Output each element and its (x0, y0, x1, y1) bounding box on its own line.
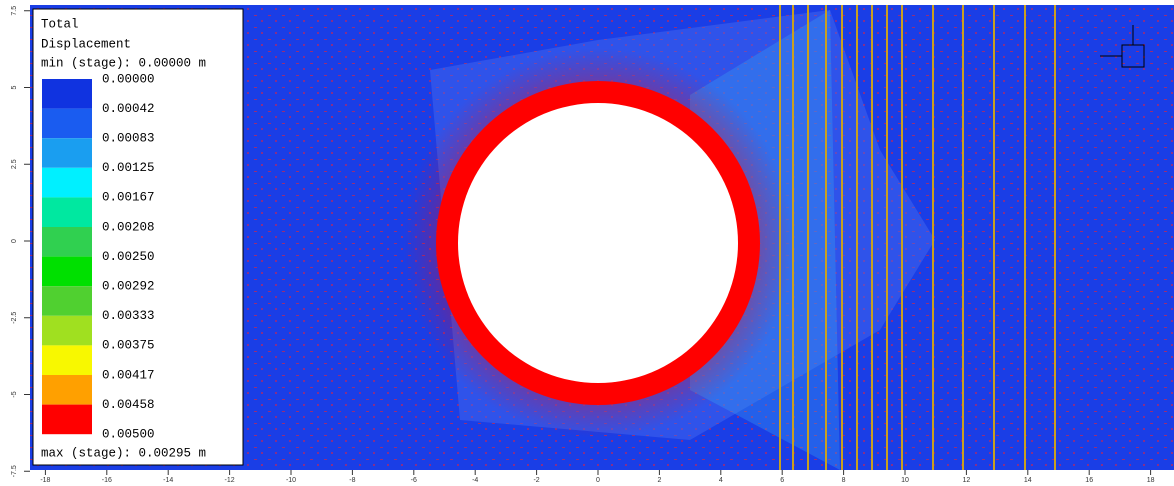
y-tick-label: 5 (11, 85, 18, 89)
legend-swatch (42, 168, 92, 198)
x-tick-label: -18 (40, 477, 50, 484)
x-tick-label: 12 (963, 477, 971, 484)
x-tick-label: -8 (349, 477, 355, 484)
legend-label: 0.00333 (102, 309, 155, 323)
legend-swatch (42, 227, 92, 257)
x-tick-label: -4 (472, 477, 478, 484)
legend-swatch (42, 138, 92, 168)
legend-max: max (stage): 0.00295 m (41, 446, 206, 460)
legend-label: 0.00375 (102, 339, 155, 353)
legend-title: Total (41, 17, 79, 31)
legend-label: 0.00458 (102, 398, 155, 412)
legend-label: 0.00042 (102, 102, 155, 116)
x-tick-label: -16 (102, 477, 112, 484)
model-view: -18 -16 -14 -12 -10 -8 -6 -4 -2 0 2 4 6 8 10 12 14 16 18 7.… (0, 0, 1174, 486)
x-tick-label: -14 (163, 477, 173, 484)
x-tick-label: 14 (1024, 477, 1032, 484)
legend-swatch (42, 405, 92, 435)
x-tick-label: 2 (657, 477, 661, 484)
legend-swatch (42, 197, 92, 227)
y-tick-label: -5 (11, 391, 18, 397)
legend-label: 0.00000 (102, 72, 155, 86)
x-tick-label: 8 (842, 477, 846, 484)
legend-label: 0.00125 (102, 161, 155, 175)
legend-label: 0.00417 (102, 368, 155, 382)
legend-label: 0.00500 (102, 427, 155, 441)
y-tick-label: 2.5 (11, 159, 18, 169)
legend-swatch (42, 316, 92, 346)
legend-label: 0.00250 (102, 250, 155, 264)
x-tick-label: -2 (533, 477, 539, 484)
legend-swatch (42, 257, 92, 287)
legend-swatch (42, 79, 92, 109)
x-tick-label: 6 (780, 477, 784, 484)
x-tick-label: -10 (286, 477, 296, 484)
x-tick-label: 16 (1085, 477, 1093, 484)
legend-swatch (42, 109, 92, 139)
legend-swatch (42, 286, 92, 316)
legend-label: 0.00208 (102, 220, 155, 234)
y-tick-label: 0 (11, 239, 18, 243)
excavation (458, 103, 738, 383)
x-tick-label: -12 (225, 477, 235, 484)
y-tick-label: 7.5 (11, 6, 18, 16)
legend-swatch (42, 345, 92, 375)
x-tick-label: 0 (596, 477, 600, 484)
legend-label: 0.00083 (102, 131, 155, 145)
legend-label: 0.00292 (102, 279, 155, 293)
x-ruler (30, 470, 1174, 486)
x-tick-label: 10 (901, 477, 909, 484)
x-tick-label: 18 (1147, 477, 1155, 484)
legend-title: Displacement (41, 37, 131, 51)
x-tick-label: 4 (719, 477, 723, 484)
legend-label: 0.00167 (102, 191, 155, 205)
x-tick-label: -6 (411, 477, 417, 484)
legend-min: min (stage): 0.00000 m (41, 56, 206, 70)
y-tick-label: -7.5 (11, 465, 18, 477)
legend-swatch (42, 375, 92, 405)
y-tick-label: -2.5 (11, 312, 18, 324)
